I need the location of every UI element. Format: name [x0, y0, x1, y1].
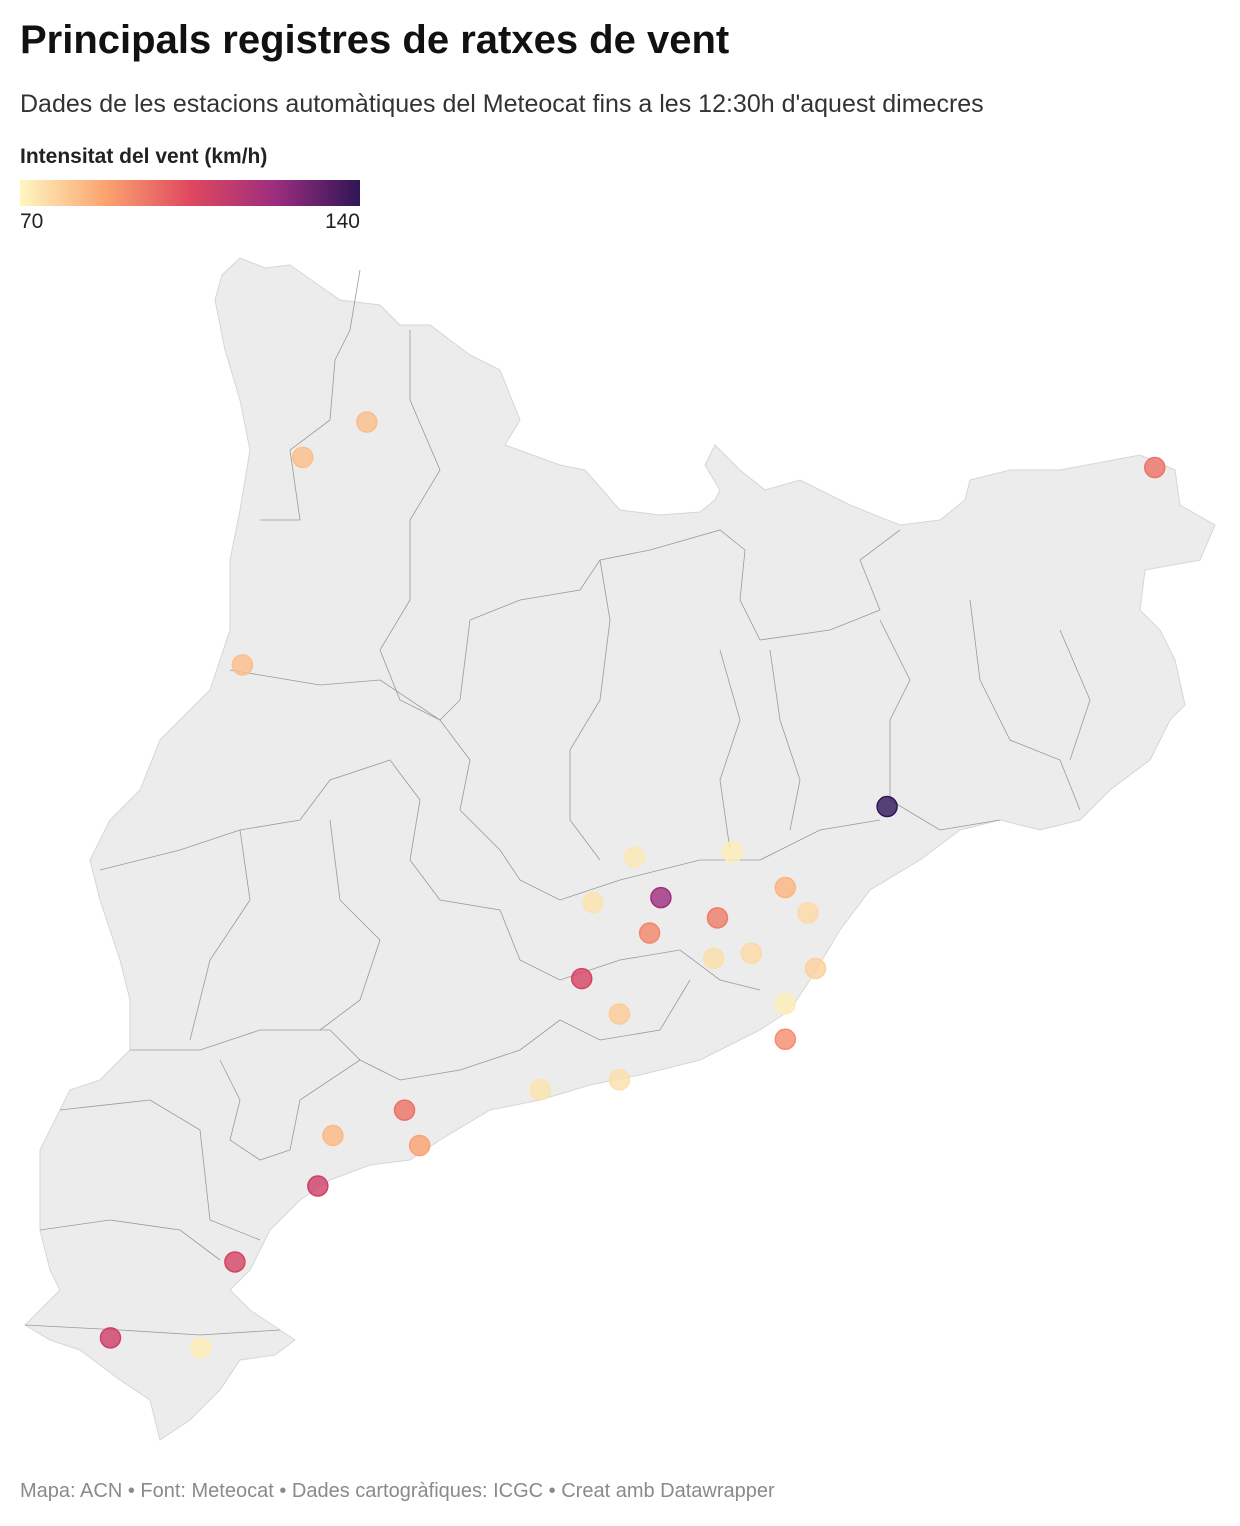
station-dot: [797, 902, 819, 924]
border: [719, 649, 801, 851]
footer: Mapa: ACN • Font: Meteocat • Dades carto…: [20, 1480, 775, 1502]
legend-max: 140: [324, 210, 360, 233]
legend-gradient: [20, 180, 360, 206]
station-dot: [721, 841, 744, 863]
border: [229, 669, 881, 901]
station-dot: [774, 993, 797, 1015]
border: [130, 979, 691, 1081]
legend-min: 70: [20, 210, 44, 233]
station-dot: [307, 1175, 329, 1197]
station-dot: [774, 876, 797, 899]
border: [379, 330, 901, 721]
station-dot: [231, 654, 254, 676]
station-dot: [876, 795, 898, 818]
station-dot: [608, 1069, 631, 1091]
border: [260, 269, 361, 521]
station-dot: [292, 446, 314, 469]
station-dot: [804, 957, 827, 980]
title: Principals registres de ratxes de vent: [20, 18, 730, 62]
legend-title: Intensitat del vent (km/h): [20, 145, 268, 168]
station-dot: [408, 1134, 431, 1157]
region-outline: [24, 257, 1216, 1441]
station-dot: [356, 411, 378, 433]
station-dot: [774, 1028, 797, 1051]
station-dot: [224, 1251, 246, 1273]
station-dot: [702, 947, 725, 970]
station-dot: [322, 1124, 344, 1147]
station-dot: [1144, 456, 1166, 479]
station-dot: [608, 1003, 631, 1025]
station-dot: [623, 846, 646, 868]
border: [219, 1059, 361, 1161]
border: [569, 559, 611, 861]
subtitle: Dades de les estacions automàtiques del …: [20, 90, 984, 118]
station-dot: [638, 922, 661, 944]
station-dot: [99, 1327, 122, 1349]
border: [879, 599, 1091, 831]
border: [99, 759, 761, 991]
borders: [24, 269, 1091, 1336]
station-dot: [582, 891, 604, 914]
map: [24, 257, 1216, 1441]
station-dot: [740, 942, 763, 965]
station-dot: [529, 1079, 552, 1101]
border: [24, 819, 381, 1336]
station-dot: [570, 967, 593, 990]
station-dot: [650, 886, 672, 909]
station-dot: [190, 1337, 212, 1359]
station-dot: [393, 1099, 416, 1121]
station-dot: [706, 907, 729, 929]
stations: [99, 411, 1166, 1359]
